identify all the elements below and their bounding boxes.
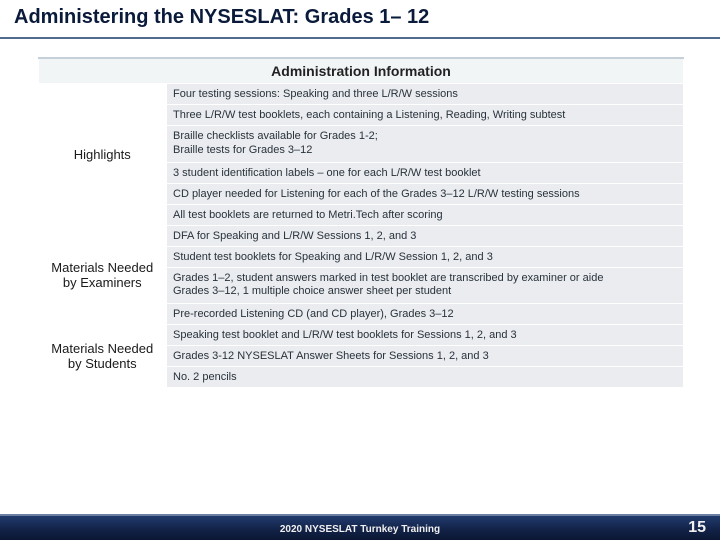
footer-text: 2020 NYSESLAT Turnkey Training <box>0 524 720 535</box>
info-table-wrap: Administration InformationHighlightsFour… <box>0 39 720 388</box>
info-table: Administration InformationHighlightsFour… <box>38 57 684 388</box>
section-label: Highlights <box>39 84 167 226</box>
table-cell: Four testing sessions: Speaking and thre… <box>167 84 684 105</box>
section-label: Materials Needed by Students <box>39 325 167 388</box>
table-cell: Braille checklists available for Grades … <box>167 126 684 163</box>
page-number: 15 <box>688 519 706 537</box>
table-cell: Pre-recorded Listening CD (and CD player… <box>167 304 684 325</box>
table-cell: No. 2 pencils <box>167 367 684 388</box>
table-cell: Student test booklets for Speaking and L… <box>167 246 684 267</box>
table-cell: DFA for Speaking and L/R/W Sessions 1, 2… <box>167 225 684 246</box>
table-header: Administration Information <box>39 58 684 84</box>
table-cell: 3 student identification labels – one fo… <box>167 162 684 183</box>
section-label: Materials Needed by Examiners <box>39 225 167 325</box>
slide: Administering the NYSESLAT: Grades 1– 12… <box>0 0 720 540</box>
title-bar: Administering the NYSESLAT: Grades 1– 12 <box>0 0 720 35</box>
slide-title: Administering the NYSESLAT: Grades 1– 12 <box>14 6 706 29</box>
table-cell: Speaking test booklet and L/R/W test boo… <box>167 325 684 346</box>
table-cell: Grades 1–2, student answers marked in te… <box>167 267 684 304</box>
table-cell: CD player needed for Listening for each … <box>167 183 684 204</box>
table-cell: Three L/R/W test booklets, each containi… <box>167 105 684 126</box>
table-cell: Grades 3-12 NYSESLAT Answer Sheets for S… <box>167 346 684 367</box>
table-cell: All test booklets are returned to Metri.… <box>167 204 684 225</box>
footer: 2020 NYSESLAT Turnkey Training 15 <box>0 510 720 540</box>
